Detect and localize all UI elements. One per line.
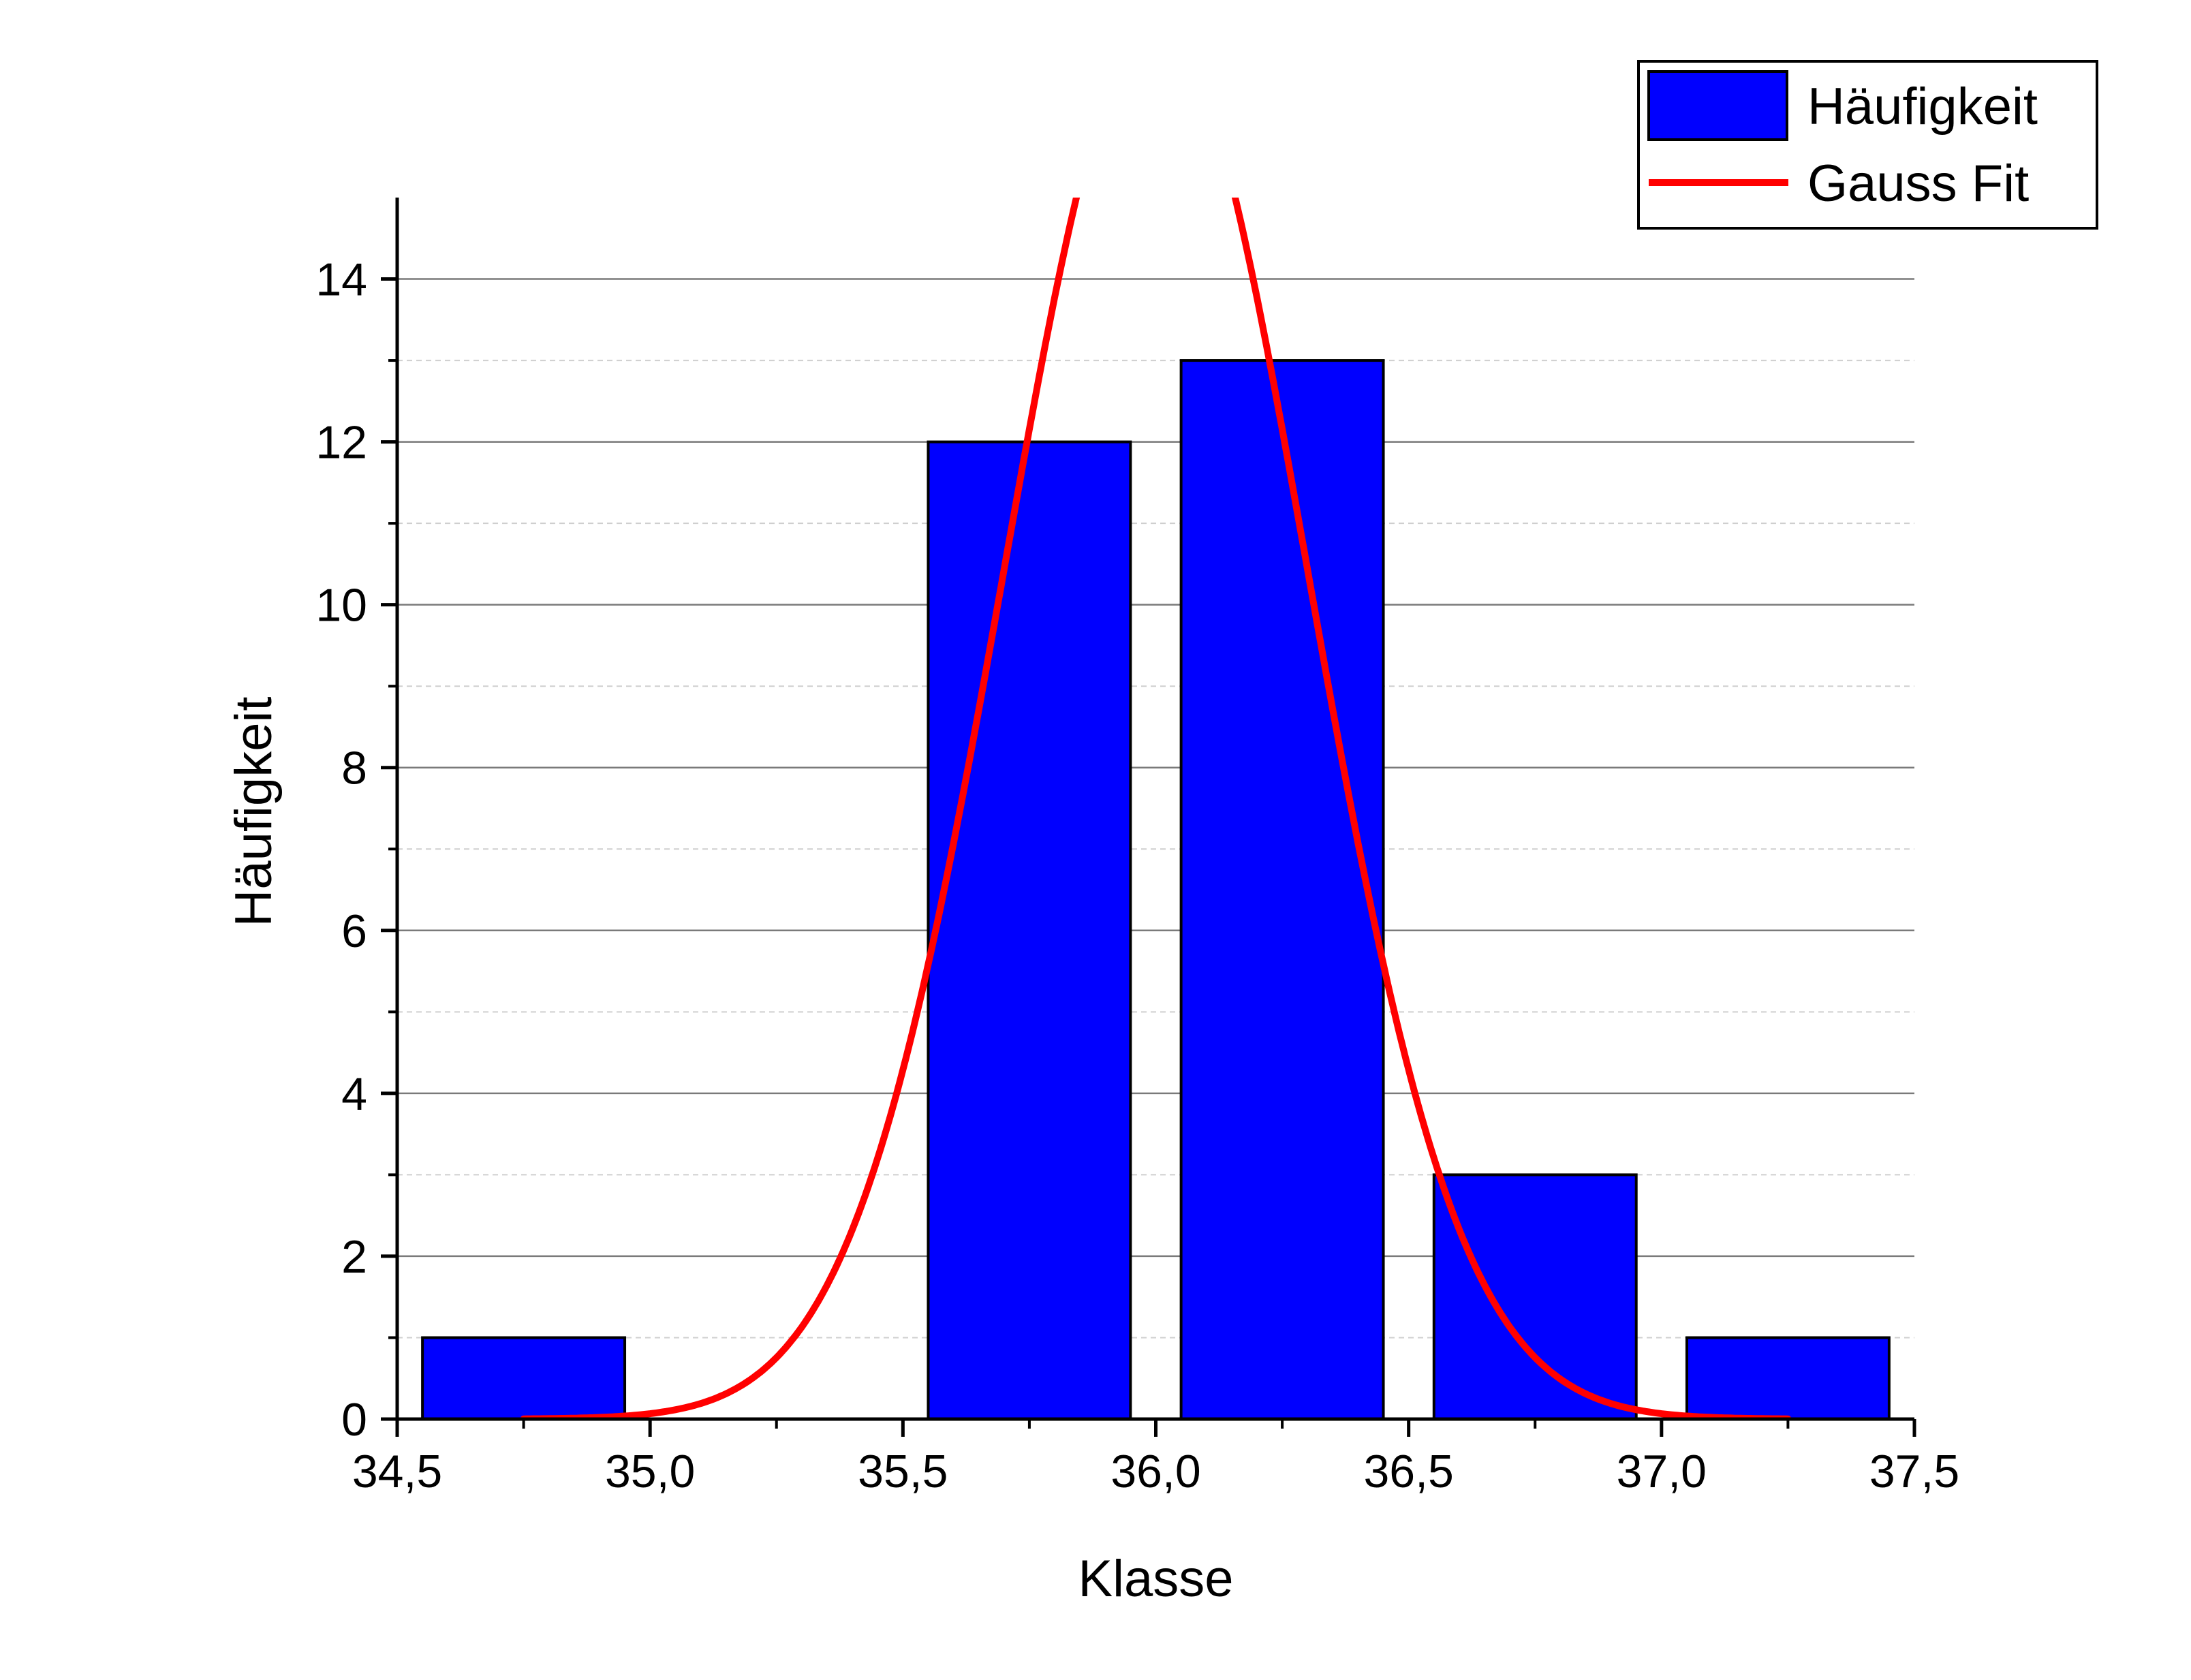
bars-layer [421, 359, 1891, 1421]
y-tick-label: 12 [315, 417, 367, 469]
y-tick-label: 14 [315, 254, 367, 306]
y-tick-label: 6 [341, 905, 367, 957]
legend-bar-label: Häufigkeit [1807, 78, 2038, 136]
histogram-bar [1432, 1173, 1638, 1421]
x-tick-label: 37,0 [1617, 1446, 1707, 1497]
axes-layer: 0 2 4 6 8 10 12 14 34,5 35,0 35,5 36,0 36,5 37,0 37,5 [315, 198, 1959, 1497]
histogram-bar [421, 1336, 627, 1421]
histogram-bar [927, 440, 1132, 1420]
y-tick-label: 10 [315, 580, 367, 632]
x-tick-label: 36,0 [1110, 1446, 1200, 1497]
y-tick-label: 8 [341, 743, 367, 794]
legend-fit-label: Gauss Fit [1807, 155, 2029, 213]
histogram-bar [1179, 359, 1385, 1420]
histogram-bar [1685, 1336, 1891, 1421]
y-tick-label: 2 [341, 1231, 367, 1283]
x-tick-label: 36,5 [1363, 1446, 1453, 1497]
x-tick-label: 37,5 [1869, 1446, 1959, 1497]
y-axis-label: Häufigkeit [225, 697, 283, 927]
x-axis-label: Klasse [1078, 1550, 1233, 1608]
x-tick-label: 35,5 [858, 1446, 948, 1497]
labels-layer: Klasse Häufigkeit [225, 697, 1234, 1608]
legend-bar-swatch [1647, 70, 1788, 141]
x-tick-label: 34,5 [352, 1446, 442, 1497]
y-tick-label: 0 [341, 1394, 367, 1446]
grid-layer [397, 278, 1914, 1339]
fit-layer [520, 198, 1792, 1419]
y-tick-label: 4 [341, 1068, 367, 1120]
x-tick-label: 35,0 [605, 1446, 695, 1497]
gauss-fit-curve [520, 198, 1792, 1419]
legend: Häufigkeit Gauss Fit [1637, 60, 2098, 230]
